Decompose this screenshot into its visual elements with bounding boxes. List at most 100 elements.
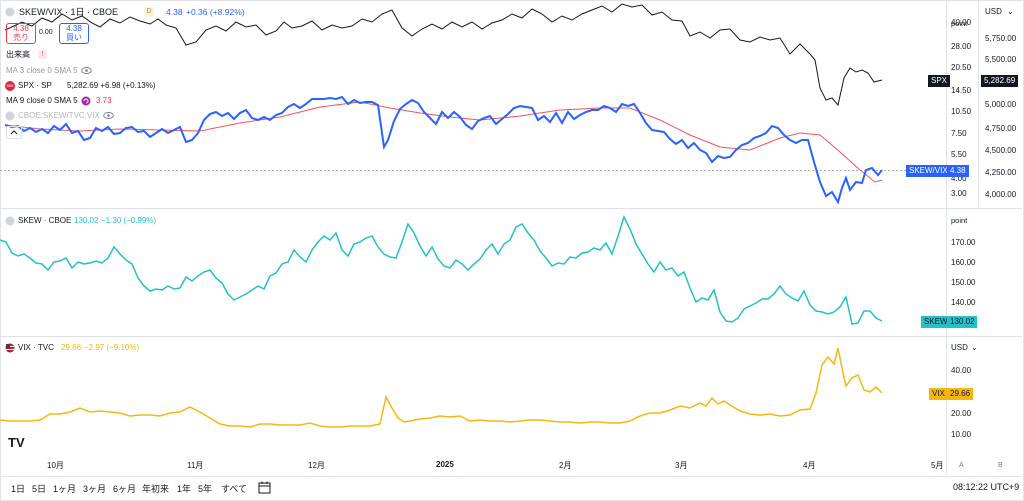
- left-axis-tick: 40.00: [951, 18, 972, 27]
- right-axis-tick: 5,000.00: [985, 100, 1017, 109]
- price-axis-border: [946, 0, 947, 475]
- right-axis-tick: 4,500.00: [985, 146, 1017, 155]
- spx-price-tag: 5,282.69: [981, 75, 1019, 87]
- calendar-icon[interactable]: [258, 481, 272, 495]
- range-button[interactable]: すべて: [221, 484, 248, 494]
- right-axis-tick: 5,750.00: [985, 34, 1017, 43]
- vix-currency-label[interactable]: USD: [951, 343, 968, 352]
- right-axis-tick: 4,250.00: [985, 168, 1017, 177]
- collapse-icon[interactable]: [5, 7, 17, 17]
- compare-icon: [5, 111, 15, 121]
- vix-axis-tick: 10.00: [951, 430, 972, 439]
- auto-scale-button[interactable]: A: [959, 462, 964, 469]
- delayed-badge: D: [144, 7, 154, 17]
- vix-axis-tag: VIX: [929, 388, 948, 400]
- eye-icon[interactable]: [81, 66, 92, 75]
- right-axis-tick: 4,000.00: [985, 190, 1017, 199]
- skew-value: 130.02: [74, 216, 99, 225]
- chevron-down-icon[interactable]: ⌄: [971, 343, 978, 352]
- vix-series-line: [0, 347, 883, 428]
- ratio-change: +0.36 (+8.92%): [186, 7, 245, 17]
- range-button[interactable]: 1日: [11, 484, 26, 494]
- clock[interactable]: 08:12:22 UTC+9: [953, 482, 1020, 492]
- skew-axis-tick: 170.00: [951, 238, 976, 247]
- buy-button[interactable]: 4.38 買い: [59, 23, 89, 44]
- right-axis-tick: 5,500.00: [985, 55, 1017, 64]
- price-axis2-border: [978, 0, 979, 207]
- skew-axis-tick: 140.00: [951, 298, 976, 307]
- range-button[interactable]: 3ヶ月: [83, 484, 107, 494]
- spread-value: 0.00: [39, 29, 53, 36]
- time-axis-label: 2025: [436, 460, 454, 469]
- skew-title[interactable]: SKEW · CBOE: [18, 216, 72, 225]
- spx-series-line: [4, 3, 883, 107]
- range-button[interactable]: 5日: [32, 484, 47, 494]
- skew-axis-unit: point: [951, 216, 968, 225]
- alert-icon[interactable]: !: [38, 50, 47, 59]
- tradingview-logo[interactable]: TV: [8, 435, 25, 450]
- left-axis-tick: 10.50: [951, 107, 972, 116]
- currency-label[interactable]: USD: [985, 7, 1002, 16]
- skew-axis-tick: 150.00: [951, 278, 976, 287]
- time-axis-label: 2月: [559, 461, 572, 470]
- chart-canvas[interactable]: [0, 0, 946, 475]
- time-axis-label: 5月: [931, 461, 944, 470]
- refresh-icon[interactable]: [81, 96, 91, 106]
- ma2-label[interactable]: MA 9 close 0 SMA 5: [6, 96, 78, 105]
- left-axis-tick: 28.00: [951, 42, 972, 51]
- range-button[interactable]: 6ヶ月: [113, 484, 137, 494]
- time-axis-label: 10月: [47, 461, 64, 470]
- skew-change: −1.30 (−0.99%): [101, 216, 157, 225]
- skew-series-line: [0, 215, 883, 325]
- compare-label[interactable]: CBOE:SKEW/TVC:VIX: [18, 111, 100, 120]
- time-axis-label: 3月: [675, 461, 688, 470]
- left-axis-tick: 14.50: [951, 86, 972, 95]
- spx-logo: 500: [5, 81, 15, 91]
- pane-divider[interactable]: [0, 208, 1022, 209]
- left-axis-tick: 4.00: [951, 174, 967, 183]
- spx-label[interactable]: SPX · SP: [18, 81, 52, 90]
- range-button[interactable]: 年初来: [142, 484, 170, 494]
- volume-label[interactable]: 出来高: [6, 50, 30, 59]
- skew-axis-tick: 160.00: [951, 258, 976, 267]
- left-axis-tick: 7.50: [951, 129, 967, 138]
- left-axis-tick: 3.00: [951, 189, 967, 198]
- vix-title[interactable]: VIX · TVC: [18, 343, 54, 352]
- skew-axis-tag: SKEW: [921, 316, 951, 328]
- range-button[interactable]: 1年: [177, 484, 192, 494]
- time-axis-label: 4月: [803, 461, 816, 470]
- chevron-down-icon[interactable]: ⌄: [1007, 7, 1014, 16]
- time-axis-label: 11月: [187, 461, 204, 470]
- ratio-price-tag: 4.38: [947, 165, 969, 177]
- skew-symbol-icon: [5, 216, 15, 226]
- bottom-toolbar: 1日 5日 1ヶ月 3ヶ月 6ヶ月 年初来 1年 5年 すべて 08:12:22 UTC+9: [0, 476, 1022, 500]
- range-button[interactable]: 1ヶ月: [53, 484, 77, 494]
- vix-value: 29.66: [61, 343, 82, 352]
- sell-button[interactable]: 4.38 売り: [6, 23, 36, 44]
- time-axis-label: 12月: [308, 461, 325, 470]
- skew-price-tag: 130.02: [947, 316, 978, 328]
- left-axis-tick: 5.50: [951, 150, 967, 159]
- ma-series-line: [4, 101, 883, 183]
- symbol-title[interactable]: SKEW/VIX · 1日 · CBOE: [19, 7, 119, 17]
- ratio-value: 4.38: [166, 7, 183, 17]
- left-axis-tick: 20.50: [951, 63, 972, 72]
- range-button[interactable]: 5年: [198, 484, 213, 494]
- spx-axis-tag: SPX: [928, 75, 951, 87]
- right-axis-tick: 4,750.00: [985, 124, 1017, 133]
- vix-axis-tick: 40.00: [951, 366, 972, 375]
- spx-values: 5,282.69 +6.98 (+0.13%): [67, 81, 156, 90]
- skew-vix-series-line: [4, 95, 883, 205]
- pane-divider[interactable]: [0, 336, 1022, 337]
- axis-unit-label: point: [951, 19, 968, 28]
- collapse-legend-button[interactable]: [6, 126, 22, 139]
- us-flag-icon: [5, 343, 15, 353]
- vix-change: −2.97 (−9.10%): [84, 343, 140, 352]
- vix-axis-tick: 20.00: [951, 409, 972, 418]
- ma2-value: 3.73: [96, 96, 112, 105]
- vix-price-tag: 29.66: [947, 388, 974, 400]
- ratio-axis-tag: SKEW/VIX: [906, 165, 951, 177]
- ma1-label[interactable]: MA 3 close 0 SMA 5: [6, 66, 78, 75]
- log-scale-button[interactable]: B: [998, 462, 1003, 469]
- eye-icon[interactable]: [103, 111, 114, 120]
